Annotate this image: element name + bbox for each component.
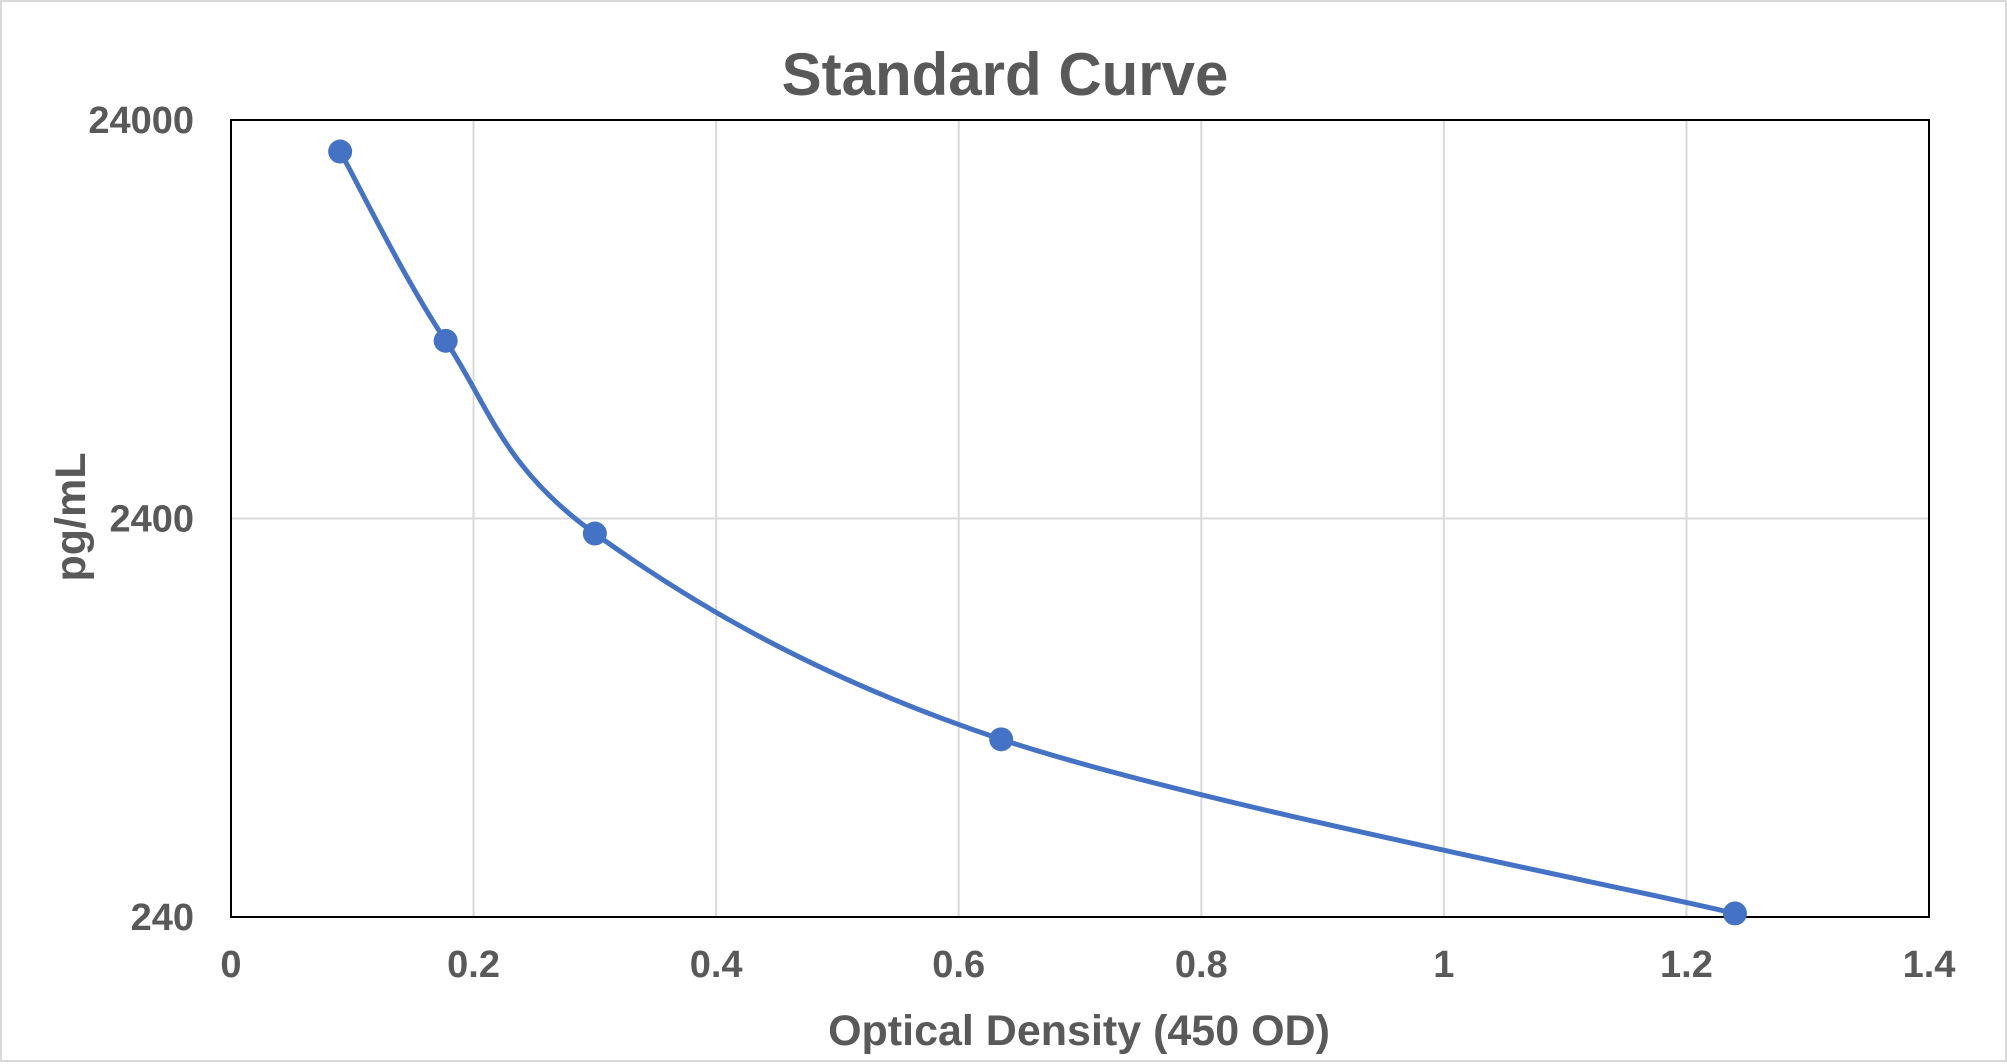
data-point	[433, 328, 458, 353]
series-layer	[328, 139, 1747, 926]
x-tick-label: 1.2	[1660, 944, 1713, 986]
x-tick-label: 0.6	[932, 944, 985, 986]
plot-area-border	[230, 119, 1930, 918]
data-point	[582, 521, 607, 546]
data-point	[989, 727, 1014, 752]
y-axis-title: pg/mL	[47, 453, 95, 582]
data-point	[1722, 901, 1747, 926]
chart-title: Standard Curve	[782, 41, 1229, 108]
grid-layer	[231, 119, 1929, 918]
tick-label-layer: 0 0.2 0.4 0.6 0.8 1 1.2 1.4 240 2400 24000	[88, 100, 1955, 986]
x-tick-label: 1	[1433, 944, 1454, 986]
x-tick-label: 0.8	[1175, 944, 1228, 986]
data-point	[328, 139, 353, 164]
y-tick-label: 240	[131, 897, 194, 939]
x-tick-label: 0.2	[447, 944, 500, 986]
series-line	[337, 149, 1738, 916]
y-tick-label: 2400	[109, 499, 194, 541]
y-tick-label: 24000	[88, 100, 194, 142]
x-axis-title: Optical Density (450 OD)	[828, 1007, 1330, 1055]
x-tick-label: 0.4	[690, 944, 743, 986]
x-tick-label: 0	[220, 944, 241, 986]
x-tick-label: 1.4	[1903, 944, 1956, 986]
